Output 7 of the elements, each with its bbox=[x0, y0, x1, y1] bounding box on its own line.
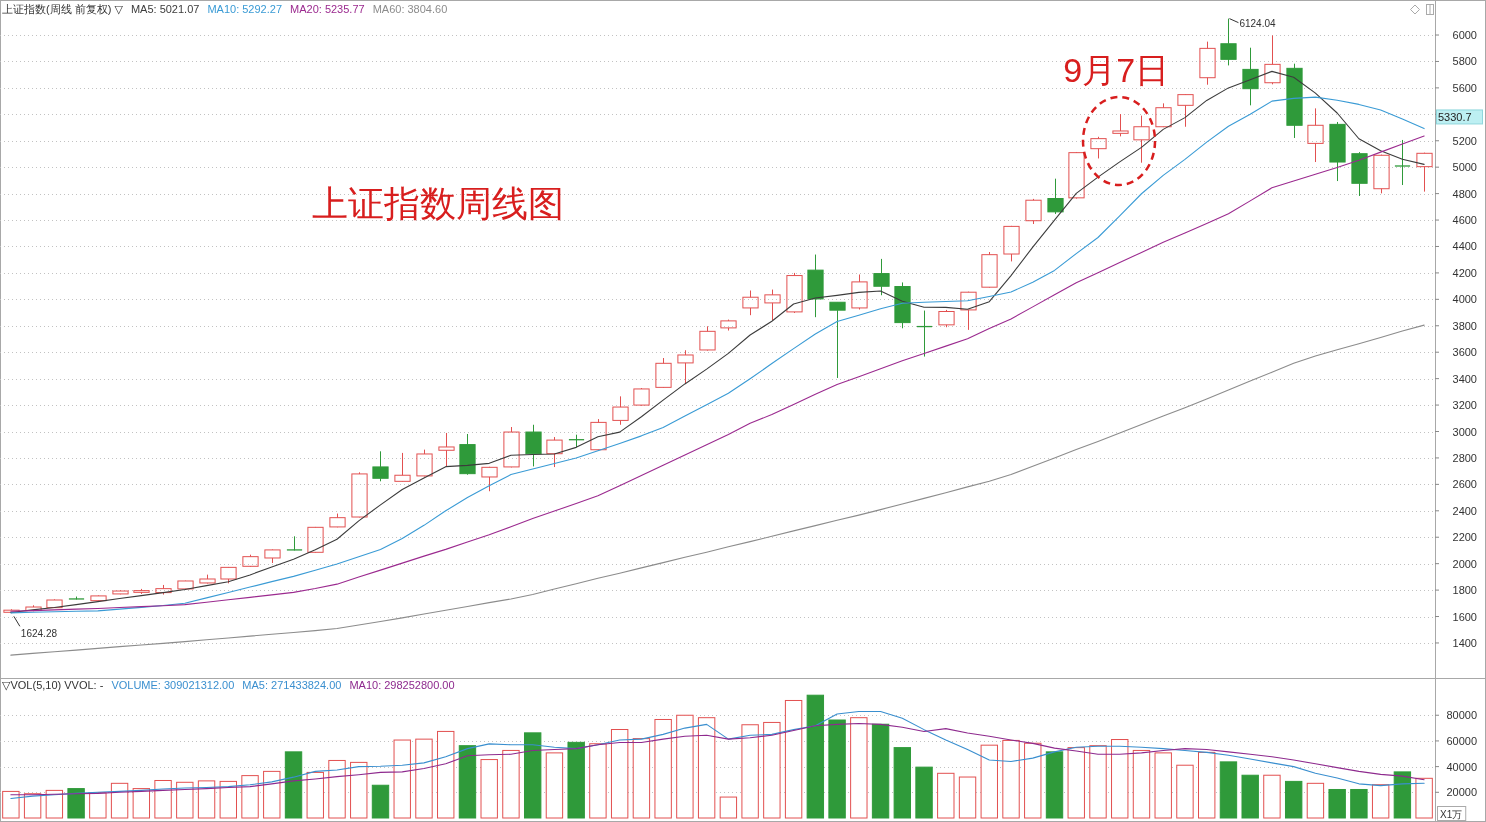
title: 上证指数(周线 前复权) ▽ bbox=[2, 3, 123, 15]
annotation: 6124.04 bbox=[1239, 17, 1277, 29]
title: ▽VOL(5,10) VVOL: - bbox=[2, 679, 104, 691]
y-axis-title: X1万 bbox=[1440, 809, 1463, 820]
legend: MA5: 271433824.00 MA10: 298252800.00 bbox=[242, 679, 455, 691]
annotation: 1624.28 bbox=[20, 628, 58, 640]
legend: MA5: 5021.07 MA10: 5292.27 MA20: 5235.77 MA60: 3804.60 bbox=[130, 3, 448, 15]
